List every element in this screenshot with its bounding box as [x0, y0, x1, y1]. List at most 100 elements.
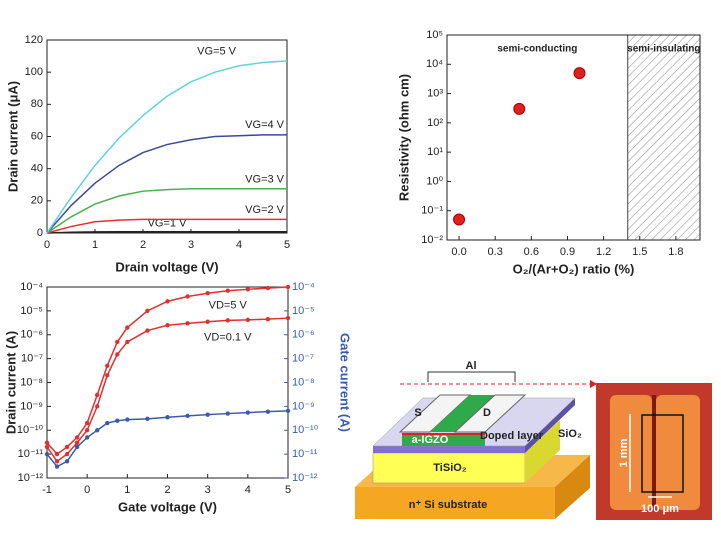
point — [513, 102, 526, 115]
series-label: VD=5 V — [209, 300, 248, 312]
y-tick-label: 10⁻⁶ — [20, 329, 43, 341]
y-axis-label: Drain current (A) — [3, 331, 18, 434]
point — [225, 288, 230, 293]
chart: -1 0 1 2 3 4 510⁻¹²10⁻¹¹10⁻¹⁰10⁻⁹10⁻⁸10⁻⁷10⁻⁶1… — [3, 281, 352, 515]
x-tick-label: 1 — [92, 239, 98, 251]
x-tick-label: 0.0 — [451, 246, 466, 258]
point — [44, 440, 50, 445]
series-line — [46, 230, 287, 234]
point — [145, 416, 150, 422]
point — [84, 428, 90, 433]
point — [165, 415, 170, 420]
x-tick-label: 5 — [284, 239, 290, 251]
x-tick-label: 3 — [205, 484, 211, 496]
series-label: VG=5 V — [197, 46, 236, 58]
x-tick-label: 0 — [44, 239, 50, 251]
al-label: Al — [466, 360, 477, 372]
series-line — [46, 188, 287, 234]
series-line — [46, 60, 288, 234]
y-tick-label: 40 — [31, 163, 43, 175]
y2-tick-label: 10⁻⁸ — [292, 376, 315, 388]
plot-frame — [446, 34, 701, 241]
y2-tick-label: 10⁻¹² — [292, 472, 318, 484]
series-label: VG=4 V — [245, 119, 284, 131]
point — [245, 287, 251, 292]
y-tick-label: 80 — [31, 98, 43, 110]
y-tick-label: 10⁻¹² — [18, 472, 44, 484]
x-tick-label: 0.6 — [524, 246, 539, 258]
sio2-side — [525, 398, 575, 453]
x-axis-label: O₂/(Ar+O₂) ratio (%) — [513, 261, 635, 276]
y-tick-label: 10⁴ — [426, 58, 443, 70]
y2-tick-label: 10⁻⁶ — [292, 329, 315, 341]
region — [627, 34, 701, 241]
y-tick-label: 10⁻⁷ — [21, 353, 43, 365]
point — [105, 363, 110, 369]
point — [185, 294, 190, 299]
tisio2-side — [525, 420, 560, 483]
point — [165, 323, 170, 328]
photo-channel — [652, 395, 656, 510]
point — [285, 408, 291, 414]
series-line — [46, 218, 287, 234]
point — [285, 315, 291, 321]
series-label: VG=1 V — [148, 218, 187, 230]
device-photo: 1 mm 100 μm — [596, 383, 712, 520]
point — [573, 67, 586, 80]
x-tick-label: 1 — [124, 484, 130, 496]
y-tick-label: 100 — [25, 66, 43, 78]
point — [74, 435, 80, 440]
series-label: VG=3 V — [245, 174, 284, 186]
point — [95, 392, 100, 398]
plot-frame — [46, 286, 289, 479]
x-tick-label: 4 — [245, 484, 251, 496]
y-tick-label: 60 — [31, 130, 43, 142]
point — [64, 451, 70, 457]
x-tick-label: 5 — [285, 484, 291, 496]
y-tick-label: 10⁻¹ — [421, 205, 443, 217]
substrate-label: n⁺ Si substrate — [409, 499, 488, 511]
point — [205, 319, 210, 324]
point — [265, 285, 271, 291]
point — [185, 413, 190, 419]
series-line — [46, 317, 289, 463]
point — [64, 444, 70, 450]
point — [115, 352, 120, 357]
substrate-side — [555, 455, 590, 519]
x-tick-label: 2 — [164, 484, 170, 496]
x-axis-label: Gate voltage (V) — [118, 499, 217, 514]
point — [105, 420, 110, 426]
point — [74, 444, 80, 450]
region-label: semi-insulating — [627, 44, 700, 55]
point — [245, 410, 251, 415]
point — [54, 451, 60, 457]
point — [205, 290, 210, 296]
point — [205, 412, 210, 417]
chart: 0 1 2 3 4 5 0 20 40 60 80 100 120 Drain voltage (V) Dr… — [5, 34, 290, 275]
point — [54, 464, 60, 469]
point — [125, 339, 130, 345]
x-tick-label: 2 — [140, 239, 146, 251]
point — [64, 459, 70, 464]
tisio2-front — [372, 452, 526, 484]
point — [74, 440, 80, 445]
point — [125, 325, 130, 330]
series-label: VD=0.1 V — [204, 331, 252, 343]
drain-pad — [453, 394, 527, 433]
series-line — [46, 286, 289, 456]
y-tick-label: 10⁻⁴ — [20, 281, 43, 293]
length-label: 1 mm — [618, 438, 630, 467]
sio2-label: SiO₂ — [558, 428, 582, 440]
y2-tick-label: 10⁻⁵ — [292, 305, 315, 317]
point — [225, 318, 230, 323]
y-tick-label: 10⁻⁹ — [20, 400, 43, 412]
y2-tick-label: 10⁻¹¹ — [292, 448, 318, 460]
series-label: VG=2 V — [245, 204, 284, 216]
device-diagram: Al S D a-IGZO Doped layer SiO₂ TiSiO₂ n⁺… — [355, 360, 597, 519]
point — [44, 444, 50, 450]
point — [95, 428, 100, 433]
x-axis-label: Drain voltage (V) — [115, 259, 218, 274]
igzo-label: a-IGZO — [412, 434, 449, 446]
igzo-front — [402, 434, 485, 446]
